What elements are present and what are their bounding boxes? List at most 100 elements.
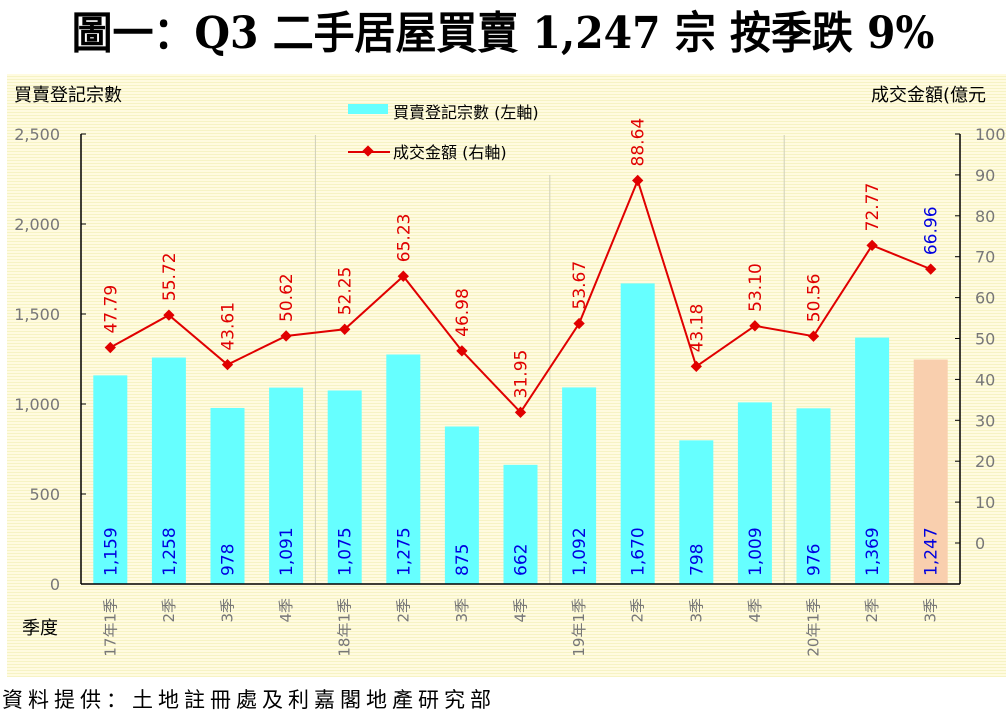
line-point-marker <box>514 406 527 418</box>
line-labels-layer: 47.79 55.72 43.61 50.62 52.25 65.23 46.98 31.95… <box>101 118 941 399</box>
x-tick-label: 19年1季 <box>570 598 588 657</box>
chart-title: 圖一：Q3 二手居屋買賣 1,247 宗 按季跌 9% <box>71 8 935 59</box>
bar-value-label: 1,670 <box>629 527 649 576</box>
line-value-label: 55.72 <box>160 252 180 301</box>
line-point-marker <box>866 239 878 252</box>
x-tick-label: 20年1季 <box>805 598 823 657</box>
bar <box>679 440 714 584</box>
line-point-marker <box>163 309 175 321</box>
line-point-marker <box>807 330 820 342</box>
right-axis-tick-label: 30 <box>975 411 995 430</box>
x-tick-label: 2季 <box>160 598 178 623</box>
right-axis-tick-label: 40 <box>975 370 995 389</box>
line-value-label: 88.64 <box>629 118 649 167</box>
line-value-label: 47.79 <box>101 285 121 334</box>
bar <box>151 357 186 584</box>
bar <box>93 375 128 584</box>
line-point-marker <box>573 317 585 330</box>
bar-value-label: 1,075 <box>336 527 356 576</box>
left-axis-tick-label: 1,000 <box>14 395 60 414</box>
bar-value-label: 1,247 <box>922 527 942 576</box>
x-tick-label: 4季 <box>746 598 764 623</box>
year-separators <box>314 135 785 584</box>
line-value-label: 43.61 <box>219 302 239 351</box>
bar <box>737 402 772 584</box>
x-tick-label: 4季 <box>512 598 530 623</box>
right-axis-tick-label: 90 <box>975 166 995 185</box>
line-value-label: 65.23 <box>394 214 414 263</box>
line-value-label: 66.96 <box>922 206 942 255</box>
right-axis-tick-label: 70 <box>975 248 995 267</box>
left-axis-tick-label: 2,500 <box>14 125 60 144</box>
x-tick-labels: 17年1季 2季 3季 4季 18年1季 2季 3季 4季 19年1季 2季 3季 4季 20年1季 2季… <box>101 598 939 657</box>
right-axis-tick-label: 20 <box>975 452 995 471</box>
left-axis-tick-label: 2,000 <box>14 215 60 234</box>
right-axis-tick-label: 80 <box>975 207 995 226</box>
line-point-marker <box>339 323 351 335</box>
x-tick-label: 3季 <box>687 598 705 623</box>
bar-value-label: 1,091 <box>277 527 297 576</box>
line-point-marker <box>280 330 292 342</box>
line-value-label: 53.10 <box>746 263 766 312</box>
x-tick-label: 3季 <box>922 598 940 623</box>
x-tick-label: 2季 <box>394 598 412 623</box>
left-axis-tick-label: 500 <box>29 485 60 504</box>
right-axis-tick-label: 100 <box>975 125 1006 144</box>
bar <box>386 354 421 584</box>
bar-value-label: 1,009 <box>746 527 766 576</box>
right-axis-title: 成交金額(億元 <box>871 85 986 106</box>
right-axis-tick-label: 50 <box>975 330 995 349</box>
bar-value-label: 1,369 <box>863 527 883 576</box>
x-tick-label: 2季 <box>863 598 881 623</box>
bar <box>796 408 831 584</box>
line-value-label: 43.18 <box>687 304 707 353</box>
bar <box>327 390 362 584</box>
bar <box>855 337 890 584</box>
legend-bar-swatch <box>348 104 388 114</box>
legend-line-label: 成交金額 (右軸) <box>393 143 507 162</box>
bar <box>913 359 948 584</box>
line-point-marker <box>221 358 234 371</box>
bar-value-label: 1,258 <box>160 527 180 576</box>
bar-value-label: 662 <box>512 544 532 576</box>
right-axis-tick-label: 0 <box>975 534 985 553</box>
line-value-label: 46.98 <box>453 288 473 337</box>
bar-value-label: 1,159 <box>101 527 121 576</box>
bar-value-label: 1,092 <box>570 527 590 576</box>
bar-value-label: 1,275 <box>394 527 414 576</box>
x-axis-title: 季度 <box>22 618 58 639</box>
line-value-label: 52.25 <box>336 267 356 316</box>
left-axis-tick-label: 0 <box>50 575 60 594</box>
bars-layer <box>93 283 948 584</box>
line-value-label: 72.77 <box>863 183 883 232</box>
source-note: 資料提供：土地註冊處及利嘉閣地產研究部 <box>2 688 496 712</box>
line-point-marker <box>456 345 468 357</box>
legend: 買賣登記宗數 (左軸) 成交金額 (右軸) <box>348 103 539 162</box>
line-value-label: 53.67 <box>570 261 590 310</box>
x-tick-label: 3季 <box>219 598 237 623</box>
legend-line-marker-icon <box>362 145 374 157</box>
line-value-label: 31.95 <box>512 350 532 399</box>
line-point-marker <box>925 263 937 275</box>
x-tick-label: 18年1季 <box>336 598 354 657</box>
right-axis-tick-label: 10 <box>975 493 995 512</box>
line-layer <box>104 174 937 418</box>
legend-bar-label: 買賣登記宗數 (左軸) <box>393 103 539 122</box>
axes-layer: 0 500 1,000 1,500 2,000 2,500 0 10 20 30 40 50 60 70 8… <box>14 125 1005 594</box>
left-axis-tick-label: 1,500 <box>14 305 60 324</box>
bar <box>562 387 597 584</box>
bar-value-label: 978 <box>219 544 239 576</box>
line-point-marker <box>632 174 644 187</box>
line-value-label: 50.56 <box>805 274 825 323</box>
line-point-marker <box>690 360 702 373</box>
right-axis-tick-label: 60 <box>975 289 995 308</box>
bar <box>444 426 479 584</box>
bar <box>503 464 538 584</box>
bar <box>269 387 304 584</box>
left-axis-title: 買賣登記宗數 <box>14 85 122 106</box>
x-tick-label: 17年1季 <box>101 598 119 657</box>
x-tick-label: 3季 <box>453 598 471 623</box>
x-tick-label: 2季 <box>629 598 647 623</box>
bar-labels-layer: 1,159 1,258 978 1,091 1,075 1,275 875 662 1,092 1… <box>101 527 941 576</box>
bar-value-label: 875 <box>453 544 473 576</box>
